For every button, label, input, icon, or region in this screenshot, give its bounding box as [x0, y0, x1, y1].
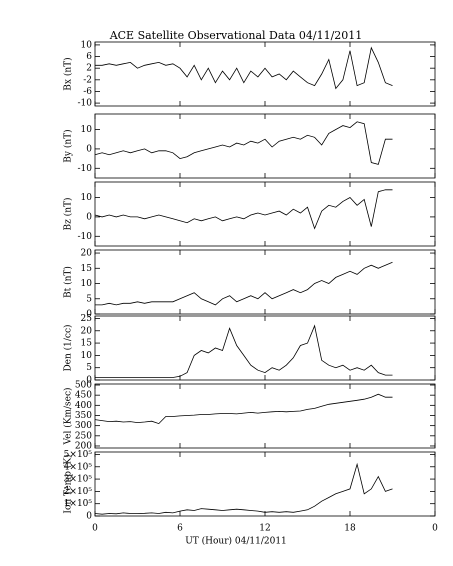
y-tick-label: 0 — [86, 376, 92, 386]
y-tick-label: 0 — [86, 512, 92, 522]
x-tick-label: 6 — [177, 524, 183, 534]
x-axis-label: UT (Hour) 04/11/2011 — [185, 536, 287, 547]
x-tick-label: 0 — [92, 524, 98, 534]
y-tick-label: 15 — [81, 264, 93, 274]
y-tick-label: 1×10⁵ — [64, 499, 93, 509]
y-tick-label: 2 — [86, 64, 92, 74]
chart-title: ACE Satellite Observational Data 04/11/2… — [109, 29, 363, 42]
y-axis-label: Bx (nT) — [63, 57, 74, 90]
y-tick-label: -6 — [83, 87, 92, 97]
panel-frame — [94, 249, 436, 315]
y-tick-label: 20 — [81, 249, 93, 259]
y-tick-label: 0 — [86, 212, 92, 222]
y-tick-label: 250 — [75, 431, 92, 441]
y-axis-label: Vel (Km/sec) — [63, 387, 74, 445]
y-axis-label: Ion Temp (K) — [63, 454, 74, 513]
y-tick-label: 10 — [81, 279, 93, 289]
x-tick-label: 0 — [432, 524, 438, 534]
data-line — [94, 462, 393, 515]
y-tick-label: 5 — [86, 363, 92, 373]
panel-frame — [94, 113, 436, 179]
data-line — [95, 46, 393, 90]
panel-frame — [94, 181, 436, 247]
x-tick-label: 12 — [259, 524, 270, 534]
y-tick-label: -10 — [78, 232, 93, 242]
y-tick-label: -2 — [83, 75, 92, 85]
y-tick-label: 350 — [75, 411, 92, 421]
y-tick-label: -10 — [78, 99, 93, 109]
y-tick-label: 400 — [75, 401, 92, 411]
data-line — [95, 324, 393, 378]
y-tick-label: 5 — [86, 294, 92, 304]
y-axis-label: Den (1/cc) — [63, 324, 74, 371]
panel-frame — [94, 383, 436, 449]
y-tick-label: 450 — [75, 391, 92, 401]
data-line — [94, 189, 393, 230]
y-tick-label: 0 — [86, 310, 92, 320]
panel-frame — [94, 315, 436, 381]
y-tick-label: 6 — [86, 52, 92, 62]
x-tick-label: 18 — [344, 524, 356, 534]
y-tick-label: 10 — [81, 193, 93, 203]
y-axis-label: Bz (nT) — [63, 197, 74, 230]
y-tick-label: 4×10⁵ — [64, 462, 93, 472]
y-tick-label: 200 — [75, 441, 92, 451]
y-tick-label: 3×10⁵ — [64, 475, 93, 485]
y-axis-label: By (nT) — [63, 129, 74, 162]
y-axis-label: Bt (nT) — [63, 266, 74, 298]
y-tick-label: 10 — [81, 40, 93, 50]
y-tick-label: 10 — [81, 351, 93, 361]
y-tick-label: 0 — [86, 144, 92, 154]
y-tick-label: 300 — [75, 421, 92, 431]
y-tick-label: 25 — [81, 314, 93, 324]
data-line — [94, 393, 393, 425]
y-tick-label: 500 — [75, 381, 92, 391]
y-tick-label: -10 — [78, 164, 93, 174]
data-line — [94, 121, 393, 165]
panel-frame — [94, 451, 436, 517]
data-line — [95, 261, 393, 306]
y-tick-label: 2×10⁵ — [64, 487, 93, 497]
panel-frame — [94, 41, 436, 107]
y-tick-label: 15 — [81, 339, 93, 349]
y-tick-label: 5×10⁵ — [64, 450, 93, 460]
y-tick-label: 20 — [81, 326, 93, 336]
y-tick-label: 10 — [81, 125, 93, 135]
